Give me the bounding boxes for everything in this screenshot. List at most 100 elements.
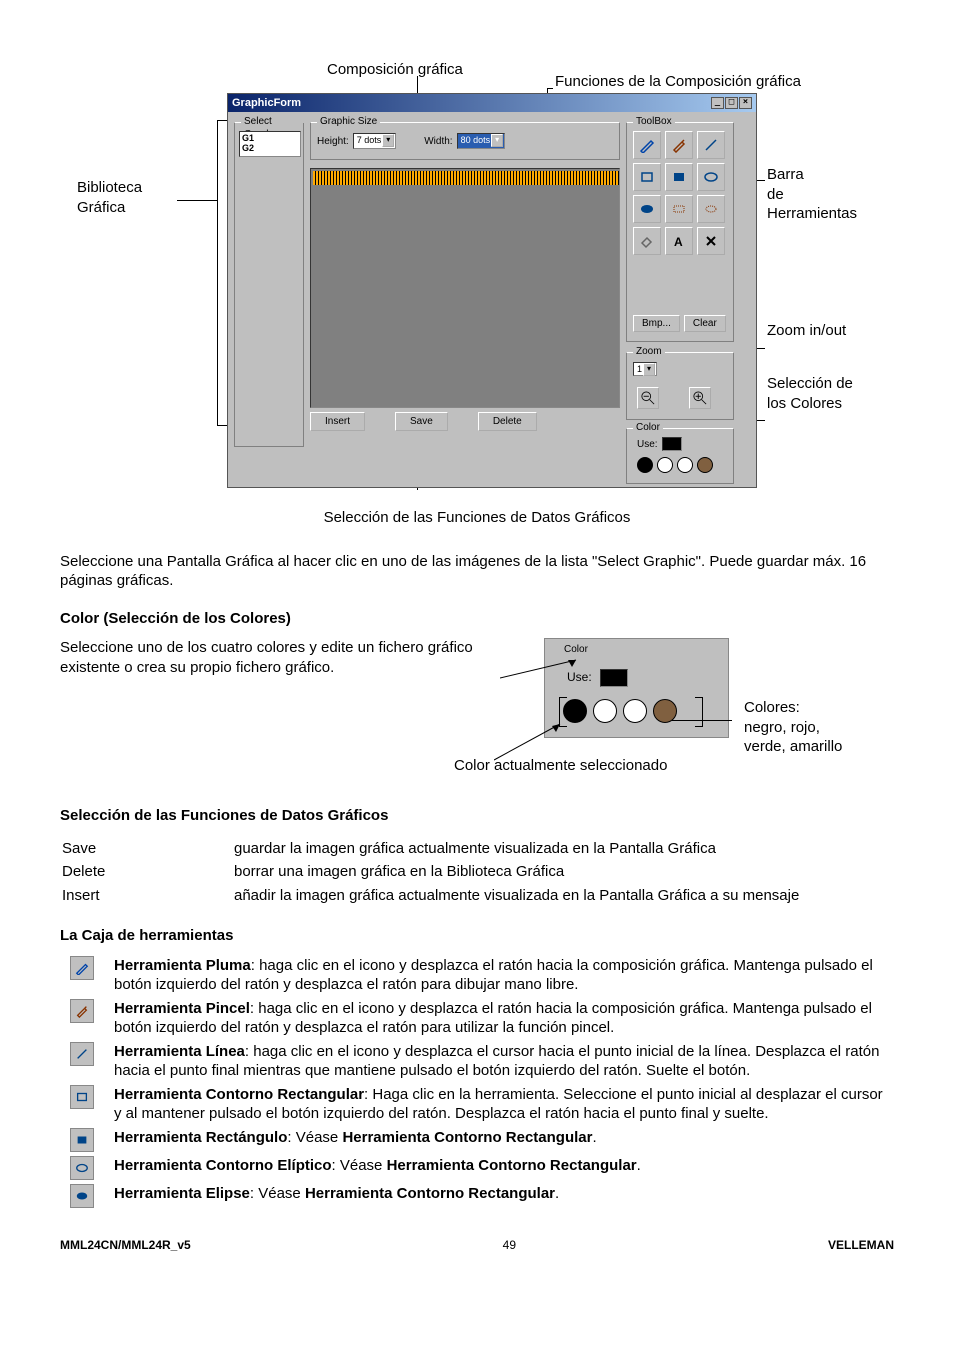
zoom-out-icon[interactable] (637, 387, 659, 409)
label-biblioteca-text: BibliotecaGráfica (77, 179, 142, 216)
intro-text: Seleccione una Pantalla Gráfica al hacer… (60, 552, 894, 591)
zoom-in-icon[interactable] (689, 387, 711, 409)
rect-outline-icon[interactable] (633, 163, 661, 191)
colors-side-label: Colores:negro, rojo,verde, amarillo (744, 698, 842, 757)
color-panel-title: Color (633, 421, 663, 434)
rect-outline-icon (70, 1085, 94, 1109)
color-dot-white1[interactable] (657, 457, 673, 473)
tool-list: Herramienta Pluma: haga clic en el icono… (60, 956, 894, 1208)
brush-icon[interactable] (665, 131, 693, 159)
tool-desc: Herramienta Línea: haga clic en el icono… (114, 1042, 894, 1081)
color-figure: Color Use: Colores:negro, rojo,verde, am… (514, 638, 894, 788)
func-val: guardar la imagen gráfica actualmente vi… (234, 838, 892, 860)
footer-right: VELLEMAN (828, 1238, 894, 1254)
delete-button[interactable]: Delete (478, 412, 537, 431)
current-color-swatch (662, 437, 682, 451)
graphic-canvas[interactable] (310, 168, 620, 408)
svg-text:A: A (674, 235, 683, 249)
pointer-line (672, 720, 732, 721)
tool-row: Herramienta Pincel: haga clic en el icon… (60, 999, 894, 1038)
use-label: Use: (637, 438, 658, 451)
brush-icon (70, 999, 94, 1023)
window-controls: _ □ × (711, 97, 752, 109)
tool-row: Herramienta Contorno Rectangular: Haga c… (60, 1085, 894, 1124)
rect-fill-icon[interactable] (665, 163, 693, 191)
tool-desc: Herramienta Elipse: Véase Herramienta Co… (114, 1184, 559, 1204)
height-label: Height: (317, 135, 349, 148)
func-key: Insert (62, 885, 232, 907)
zoom-dropdown[interactable]: 1 (633, 362, 657, 376)
tool-row: Herramienta Línea: haga clic en el icono… (60, 1042, 894, 1081)
bottom-buttons: Insert Save Delete (310, 412, 537, 431)
minimize-icon[interactable]: _ (711, 97, 724, 109)
close-icon[interactable]: × (739, 97, 752, 109)
toolbox-panel: ToolBox A Bmp... Clear (626, 122, 734, 342)
section-color-title: Color (Selección de los Colores) (60, 609, 894, 629)
color-dot[interactable] (593, 699, 617, 723)
rect-fill-icon (70, 1128, 94, 1152)
table-row: Insert añadir la imagen gráfica actualme… (62, 885, 892, 907)
graph-list-item[interactable]: G2 (242, 144, 298, 154)
table-row: Save guardar la imagen gráfica actualmen… (62, 838, 892, 860)
toolbox-title: ToolBox (633, 115, 675, 128)
save-button[interactable]: Save (395, 412, 448, 431)
pointer-bracket (695, 697, 703, 727)
maximize-icon[interactable]: □ (725, 97, 738, 109)
page-footer: MML24CN/MML24R_v5 49 VELLEMAN (60, 1238, 894, 1254)
color-dot[interactable] (623, 699, 647, 723)
canvas-content (313, 171, 619, 185)
label-funciones: Funciones de la Composición gráfica (555, 72, 801, 92)
pen-icon[interactable] (633, 131, 661, 159)
color-dot-brown[interactable] (697, 457, 713, 473)
erase-icon[interactable] (633, 227, 661, 255)
tool-desc: Herramienta Pincel: haga clic en el icon… (114, 999, 894, 1038)
width-dropdown[interactable]: 80 dots (457, 133, 506, 149)
func-val: borrar una imagen gráfica en la Bibliote… (234, 861, 892, 883)
section-toolbox-title: La Caja de herramientas (60, 926, 894, 946)
insert-button[interactable]: Insert (310, 412, 365, 431)
pointer-tick (547, 88, 553, 89)
label-composicion: Composición gráfica (327, 60, 463, 80)
tool-row: Herramienta Contorno Elíptico: Véase Her… (60, 1156, 894, 1180)
func-key: Delete (62, 861, 232, 883)
graphic-size-title: Graphic Size (317, 115, 380, 128)
color-dot-black[interactable] (637, 457, 653, 473)
bmp-button[interactable]: Bmp... (633, 315, 680, 332)
pointer-line (217, 120, 218, 425)
pen-icon (70, 956, 94, 980)
graphicform-diagram: Composición gráfica Funciones de la Comp… (77, 60, 877, 500)
line-icon[interactable] (697, 131, 725, 159)
pointer-arrow (494, 722, 564, 762)
color-fig-current-swatch (600, 669, 628, 687)
ellipse-fill-icon[interactable] (633, 195, 661, 223)
label-colsel: Selección delos Colores (767, 374, 853, 413)
color-dot-white2[interactable] (677, 457, 693, 473)
tool-desc: Herramienta Contorno Elíptico: Véase Her… (114, 1156, 641, 1176)
clear-button[interactable]: Clear (684, 315, 726, 332)
color-fig-title: Color (561, 643, 591, 656)
clear-cell-icon[interactable] (697, 227, 725, 255)
height-dropdown[interactable]: 7 dots (353, 133, 397, 149)
ellipse-fill-icon (70, 1184, 94, 1208)
tool-row: Herramienta Rectángulo: Véase Herramient… (60, 1128, 894, 1152)
tool-desc: Herramienta Contorno Rectangular: Haga c… (114, 1085, 894, 1124)
point-rect-outline-icon[interactable] (665, 195, 693, 223)
zoom-title: Zoom (633, 345, 665, 358)
footer-center: 49 (503, 1238, 516, 1254)
ellipse-outline-icon (70, 1156, 94, 1180)
point-ellipse-outline-icon[interactable] (697, 195, 725, 223)
ellipse-outline-icon[interactable] (697, 163, 725, 191)
color-panel: Color Use: (626, 428, 734, 484)
func-val: añadir la imagen gráfica actualmente vis… (234, 885, 892, 907)
width-label: Width: (424, 135, 452, 148)
window-title: GraphicForm (232, 96, 301, 110)
graphic-size-panel: Graphic Size Height: 7 dots Width: 80 do… (310, 122, 620, 160)
line-icon (70, 1042, 94, 1066)
graph-list[interactable]: G1 G2 (239, 131, 301, 157)
label-zoom: Zoom in/out (767, 321, 846, 341)
text-icon[interactable]: A (665, 227, 693, 255)
table-row: Delete borrar una imagen gráfica en la B… (62, 861, 892, 883)
zoom-panel: Zoom 1 (626, 352, 734, 420)
tool-row: Herramienta Elipse: Véase Herramienta Co… (60, 1184, 894, 1208)
color-fig-dots (563, 699, 677, 723)
